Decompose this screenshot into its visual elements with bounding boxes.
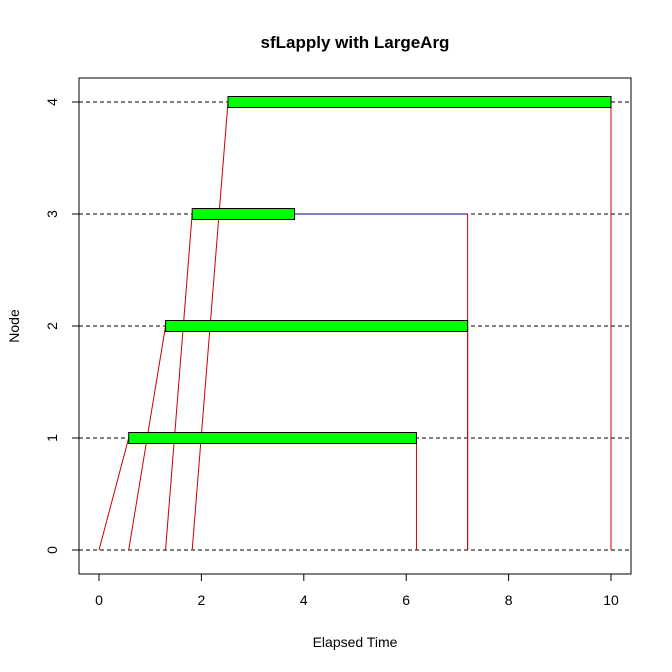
x-tick-label-10: 10 (603, 592, 619, 608)
plot-frame (78, 77, 632, 575)
x-tick-label-0: 0 (95, 592, 103, 608)
y-tick-label-2: 2 (44, 322, 60, 330)
bar-layer (128, 96, 612, 444)
y-tick-label-0: 0 (44, 546, 60, 554)
compute-bar-node-1 (128, 432, 417, 444)
y-tick-label-3: 3 (44, 210, 60, 218)
x-tick-label-2: 2 (198, 592, 206, 608)
compute-bar-node-2 (165, 320, 469, 332)
y-tick-label-1: 1 (44, 434, 60, 442)
send-line-node-1 (98, 437, 130, 551)
x-tick-label-8: 8 (505, 592, 513, 608)
send-line-node-3 (165, 213, 193, 551)
x-tick-label-6: 6 (402, 592, 410, 608)
y-tick-label-4: 4 (44, 98, 60, 106)
compute-bar-node-3 (191, 208, 296, 220)
y-axis-label: Node (6, 309, 22, 343)
x-axis-label: Elapsed Time (313, 634, 398, 650)
compute-bar-node-4 (227, 96, 612, 108)
x-tick-label-4: 4 (300, 592, 308, 608)
chart-title: sfLapply with LargeArg (261, 33, 450, 52)
